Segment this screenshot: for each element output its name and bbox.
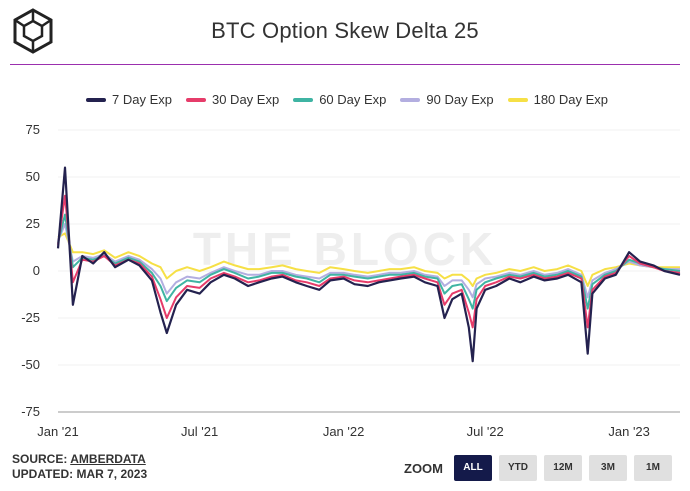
legend-label: 90 Day Exp bbox=[426, 92, 494, 107]
source-link[interactable]: AMBERDATA bbox=[70, 452, 146, 466]
legend-item-180-day[interactable]: 180 Day Exp bbox=[507, 92, 609, 107]
zoom-all-button[interactable]: ALL bbox=[454, 455, 492, 481]
y-tick-label: 25 bbox=[26, 216, 40, 231]
the-block-logo-icon bbox=[12, 8, 54, 54]
legend-label: 60 Day Exp bbox=[319, 92, 387, 107]
skew-line-chart[interactable]: THE BLOCK 75 50 25 0 -25 -50 -75 Jan '21 Jul '2… bbox=[0, 110, 690, 440]
legend-swatch bbox=[293, 97, 314, 102]
legend-item-60-day[interactable]: 60 Day Exp bbox=[293, 92, 386, 107]
zoom-12m-button[interactable]: 12M bbox=[544, 455, 582, 481]
updated-date: UPDATED: MAR 7, 2023 bbox=[12, 467, 148, 481]
x-tick-label: Jul '22 bbox=[467, 424, 504, 439]
y-tick-label: 0 bbox=[33, 263, 40, 278]
y-tick-label: -75 bbox=[21, 404, 40, 419]
legend-item-7-day[interactable]: 7 Day Exp bbox=[86, 92, 172, 107]
legend-item-30-day[interactable]: 30 Day Exp bbox=[185, 92, 280, 107]
legend-swatch bbox=[86, 97, 106, 102]
series-line-180-day-exp[interactable] bbox=[57, 232, 680, 287]
zoom-ytd-button[interactable]: YTD bbox=[499, 455, 537, 481]
legend-label: 180 Day Exp bbox=[533, 92, 609, 107]
zoom-1m-button[interactable]: 1M bbox=[634, 455, 672, 481]
x-tick-label: Jul '21 bbox=[181, 424, 218, 439]
chart-title: BTC Option Skew Delta 25 bbox=[211, 18, 479, 43]
x-tick-label: Jan '22 bbox=[323, 424, 365, 439]
zoom-controls: ZOOM ALL YTD 12M 3M 1M bbox=[404, 455, 672, 481]
x-tick-label: Jan '21 bbox=[37, 424, 79, 439]
y-tick-label: 75 bbox=[26, 122, 40, 137]
zoom-label: ZOOM bbox=[404, 460, 443, 476]
header-divider bbox=[10, 64, 680, 65]
source-block: SOURCE: AMBERDATA UPDATED: MAR 7, 2023 bbox=[12, 452, 147, 482]
y-tick-label: 50 bbox=[26, 169, 40, 184]
legend-swatch bbox=[400, 97, 421, 102]
y-tick-label: -50 bbox=[21, 357, 40, 372]
series-line-7-day-exp[interactable] bbox=[56, 166, 681, 363]
chart-legend: 7 Day Exp 30 Day Exp 60 Day Exp 90 Day E… bbox=[86, 92, 608, 107]
legend-item-90-day[interactable]: 90 Day Exp bbox=[400, 92, 494, 107]
legend-swatch bbox=[185, 97, 206, 102]
zoom-3m-button[interactable]: 3M bbox=[589, 455, 627, 481]
y-tick-label: -25 bbox=[21, 310, 40, 325]
legend-label: 7 Day Exp bbox=[112, 92, 172, 107]
series-line-30-day-exp[interactable] bbox=[57, 194, 681, 329]
legend-label: 30 Day Exp bbox=[211, 92, 280, 107]
legend-swatch bbox=[507, 97, 528, 102]
source-prefix: SOURCE: bbox=[12, 452, 71, 466]
x-tick-label: Jan '23 bbox=[608, 424, 650, 439]
watermark: THE BLOCK bbox=[193, 223, 497, 275]
series-line-60-day-exp[interactable] bbox=[57, 213, 681, 310]
series-line-90-day-exp[interactable] bbox=[57, 223, 680, 299]
